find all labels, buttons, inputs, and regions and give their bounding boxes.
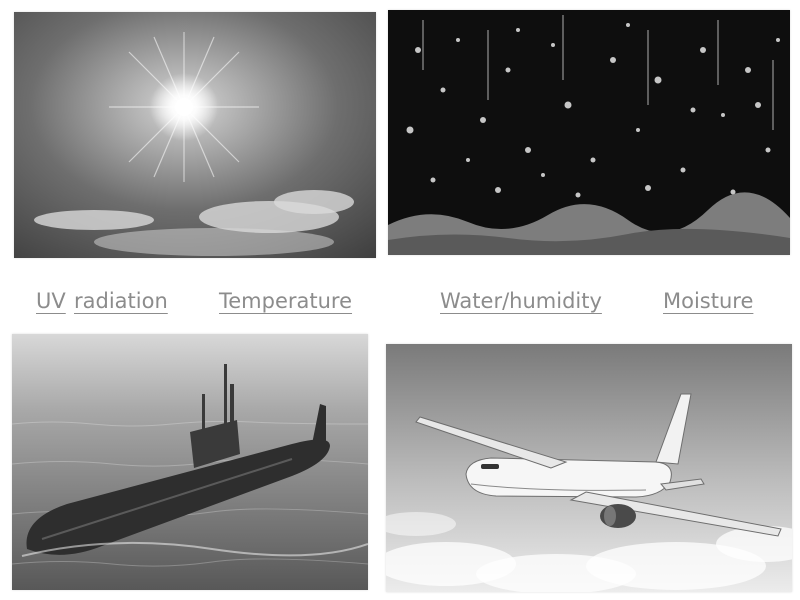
- water-drops-icon: [388, 10, 790, 255]
- airplane-image: [386, 344, 792, 592]
- submarine-image: [12, 334, 368, 590]
- label-uv: UV: [36, 289, 66, 313]
- label-radiation: radiation: [74, 289, 168, 313]
- airplane-icon: [386, 344, 792, 592]
- label-moisture: Moisture: [663, 289, 754, 313]
- label-water-humidity: Water/humidity: [440, 289, 602, 313]
- water-drops-image: [388, 10, 790, 255]
- label-temperature: Temperature: [219, 289, 353, 313]
- sun-sky-image: [14, 12, 376, 258]
- sun-icon: [14, 12, 376, 258]
- submarine-icon: [12, 334, 368, 590]
